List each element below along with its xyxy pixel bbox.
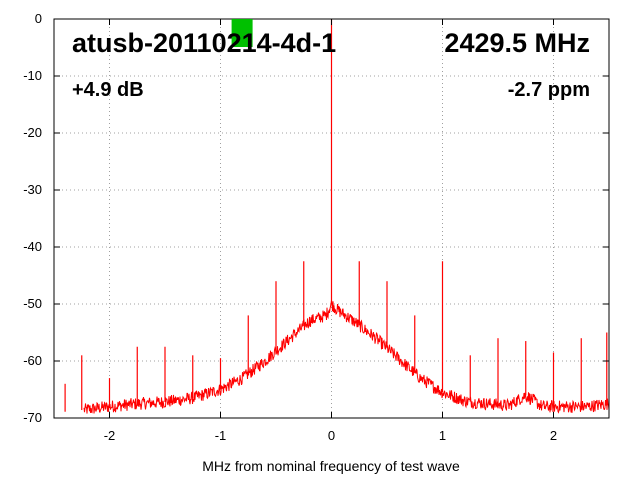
noise-floor-line [83, 300, 610, 414]
status-indicator [231, 19, 253, 47]
x-tick-label: -1 [215, 428, 227, 443]
y-tick-label: -70 [23, 410, 42, 425]
offset-label: -2.7 ppm [508, 79, 590, 101]
x-tick-label: -2 [104, 428, 116, 443]
noise-floor-trace [83, 300, 610, 414]
y-tick-label: 0 [35, 11, 42, 26]
x-tick-label: 2 [550, 428, 557, 443]
y-tick-label: -60 [23, 353, 42, 368]
y-tick-label: -40 [23, 239, 42, 254]
x-axis-label: MHz from nominal frequency of test wave [202, 458, 460, 474]
y-tick-label: -30 [23, 182, 42, 197]
frequency-label: 2429.5 MHz [444, 28, 590, 58]
spur-lines [64, 19, 608, 412]
y-tick-label: -10 [23, 68, 42, 83]
chart-title: atusb-20110214-4d-1 [72, 28, 336, 58]
x-tick-label: 1 [439, 428, 446, 443]
axis-ticks: -2 -1 0 1 20-10-20-30-40-50-60-70 [23, 11, 609, 443]
y-tick-label: -50 [23, 296, 42, 311]
power-label: +4.9 dB [72, 79, 144, 101]
x-tick-label: 0 [328, 428, 335, 443]
y-tick-label: -20 [23, 125, 42, 140]
